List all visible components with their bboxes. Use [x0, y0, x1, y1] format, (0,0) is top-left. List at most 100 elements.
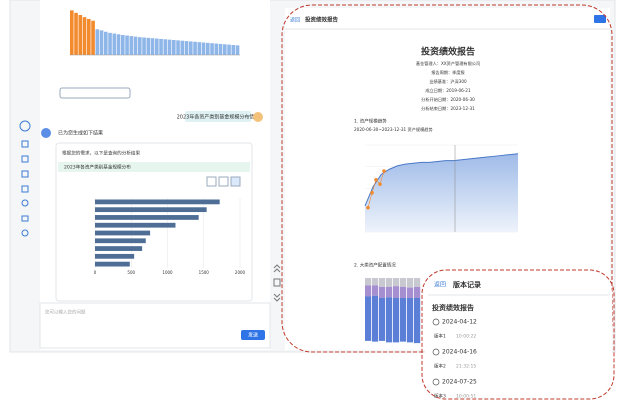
bar [210, 43, 214, 55]
bar [125, 35, 129, 55]
point [366, 205, 370, 210]
chart-title: 2023年各资产类别基金规模分布 [64, 164, 131, 171]
bar [78, 15, 83, 55]
point [374, 178, 378, 182]
area [365, 153, 518, 232]
export-button[interactable] [59, 87, 131, 99]
bar-segment [379, 286, 386, 298]
save-button[interactable] [594, 15, 606, 23]
bar [235, 45, 240, 55]
bar-segment [365, 285, 372, 297]
send-label: 发送 [248, 332, 258, 339]
version-time: 10:00:22 [456, 334, 476, 340]
report-heading: 投资绩效报告 [421, 46, 475, 58]
x-tick-label: 1000 [162, 270, 173, 275]
bar [82, 17, 87, 55]
bar [155, 38, 159, 55]
chart-tools[interactable] [206, 176, 241, 187]
bar-segment [414, 297, 421, 344]
bar [172, 40, 176, 55]
send-button[interactable] [241, 330, 265, 340]
bar [180, 40, 185, 55]
bar [95, 215, 199, 220]
section1: 1. 资产规模趋势 [354, 118, 387, 125]
point [382, 169, 386, 173]
report-meta: 基金管理人：XX资产管理有限公司 [416, 60, 480, 67]
version-date: 2024-04-12 [442, 319, 477, 326]
line [364, 153, 519, 207]
bar [133, 36, 138, 55]
user-avatar [253, 112, 263, 122]
bar [95, 222, 176, 228]
bar [95, 207, 207, 213]
x-tick-label: 0 [94, 270, 97, 275]
bar [206, 42, 210, 55]
bar [159, 38, 163, 55]
bar-segment [414, 278, 421, 287]
bar [95, 261, 130, 267]
version-time: 10:00:51 [456, 394, 476, 400]
bar [116, 34, 121, 55]
bar-segment [379, 278, 386, 287]
x-tick-label: 2000 [235, 270, 246, 275]
bar [176, 40, 180, 55]
version-title: 版本记录 [453, 280, 481, 289]
bar-segment [386, 278, 393, 287]
sidebar [19, 120, 31, 237]
bar-segment [365, 296, 372, 341]
bar [91, 20, 95, 55]
bar [146, 37, 151, 55]
bar-segment [393, 278, 400, 287]
toggle-column[interactable] [273, 264, 281, 302]
version-label: 版本1 [434, 333, 446, 340]
report-meta: 分析开始日期：2020-06-30 [421, 96, 475, 103]
report-meta: 业绩基准：沪深300 [429, 78, 467, 85]
bar [227, 44, 231, 55]
bar-segment [400, 278, 407, 287]
bar [197, 42, 202, 55]
bar [167, 39, 172, 55]
bar [138, 37, 142, 55]
version-date: 2024-07-25 [442, 379, 477, 386]
report-back[interactable]: 返回 [290, 17, 300, 24]
bar-segment [372, 295, 379, 342]
input-placeholder: 您可以输入您的问题 [45, 309, 86, 316]
report-meta: 分析结束日期：2023-12-31 [421, 105, 475, 112]
version-back[interactable]: 返回 [434, 282, 446, 289]
report-title: 投资绩效报告 [305, 16, 339, 24]
section1-note: 2020-06-30~2023-12-31 资产规模趋势 [354, 126, 433, 133]
point [370, 191, 374, 195]
version-label: 版本3 [434, 393, 446, 400]
bar [163, 39, 168, 55]
user-bubble [185, 111, 251, 122]
bar [70, 10, 74, 55]
bar-segment [407, 278, 414, 288]
bar [95, 246, 143, 251]
bar-segment [386, 297, 393, 343]
bar [184, 41, 189, 55]
bar-segment [400, 297, 407, 342]
bar [214, 43, 219, 55]
chart-title-bar [58, 162, 250, 172]
bar [150, 38, 155, 55]
x-tick-label: 500 [127, 270, 135, 275]
bar-segment [407, 287, 414, 298]
input-box[interactable] [39, 302, 271, 349]
bar [74, 12, 78, 55]
bar-segment [407, 297, 414, 343]
bar [218, 43, 223, 55]
bar [193, 41, 197, 55]
bar-segment [414, 286, 421, 298]
answer-intro: 根据您的需求，以下是查询的分析结果 [62, 150, 141, 157]
bar [95, 238, 146, 244]
user-message: 2023年各资产类别基金规模分布情况 [177, 114, 260, 121]
bar-segment [372, 278, 379, 286]
version-icon [432, 348, 440, 356]
bar-segment [372, 285, 379, 296]
bar [121, 35, 125, 55]
section2: 2. 大类资产配置情况 [354, 262, 396, 269]
bar-segment [379, 297, 386, 341]
point [378, 182, 382, 186]
report-meta: 报告周期：季度报 [431, 69, 465, 76]
version-icon [432, 318, 440, 326]
